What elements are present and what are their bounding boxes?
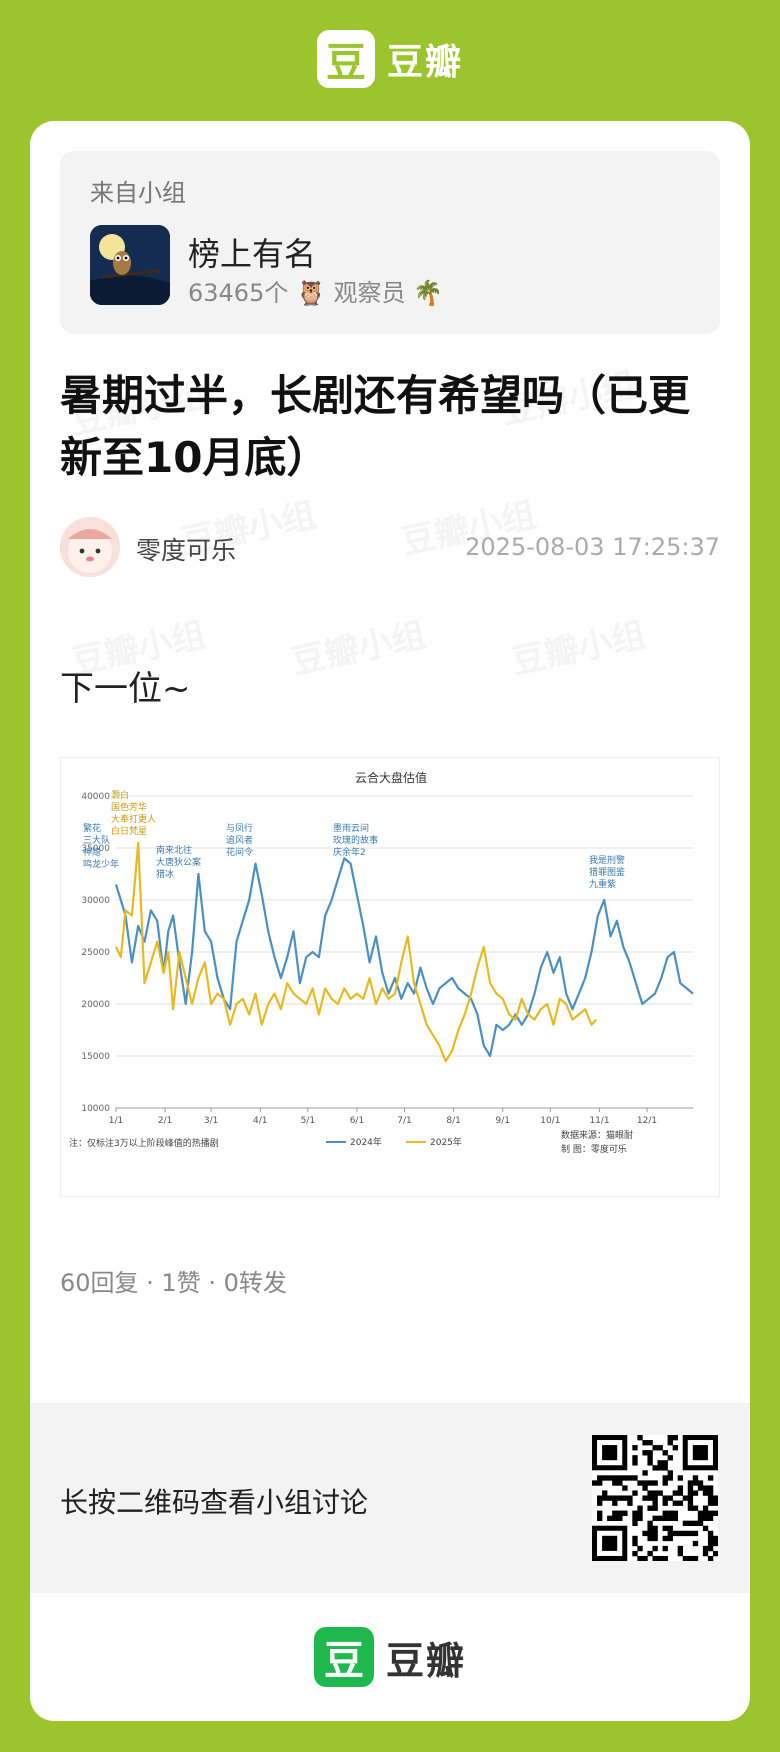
owl-icon: 🦉 bbox=[296, 279, 326, 307]
x-tick-label: 12/1 bbox=[637, 1116, 657, 1126]
x-tick-label: 1/1 bbox=[109, 1116, 123, 1126]
x-tick-label: 5/1 bbox=[301, 1116, 315, 1126]
qr-section: 长按二维码查看小组讨论 bbox=[30, 1403, 750, 1593]
author-name[interactable]: 零度可乐 bbox=[136, 536, 237, 565]
from-group-label: 来自小组 bbox=[90, 179, 186, 207]
chart-annotation: 玫瑰的故事 bbox=[333, 834, 378, 846]
y-tick-label: 35000 bbox=[81, 844, 110, 854]
y-tick-label: 10000 bbox=[81, 1104, 110, 1114]
watermark: 豆瓣小组 bbox=[506, 607, 649, 683]
legend-label: 2025年 bbox=[430, 1136, 462, 1148]
post-title: 暑期过半，长剧还有希望吗（已更新至10月底） bbox=[60, 371, 691, 482]
chart-annotation: 大奉打更人 bbox=[111, 813, 156, 825]
y-tick-label: 25000 bbox=[81, 948, 110, 958]
douban-logo-icon: 豆 bbox=[313, 1627, 374, 1687]
palm-tree-icon: 🌴 bbox=[413, 279, 444, 307]
y-tick-label: 30000 bbox=[81, 896, 110, 906]
qr-code[interactable] bbox=[592, 1435, 719, 1562]
chart-annotation: 我是刑警 bbox=[589, 854, 625, 866]
chart-annotation: 追风者 bbox=[226, 834, 253, 846]
douban-brand-name: 豆瓣 bbox=[386, 42, 463, 83]
douban-top-logo: 豆 豆瓣 bbox=[0, 30, 780, 88]
chart-annotation: 灏白 bbox=[111, 789, 129, 801]
chart-annotation: 繁花 bbox=[83, 822, 101, 834]
chart-annotation: 墨雨云间 bbox=[333, 822, 369, 834]
post-body: 下一位~ bbox=[60, 669, 191, 709]
chart-annotation: 国色芳华 bbox=[111, 801, 147, 813]
post-timestamp: 2025-08-03 17:25:37 bbox=[465, 533, 720, 561]
chart-annotation: 大唐狄公案 bbox=[156, 856, 201, 868]
x-tick-label: 9/1 bbox=[496, 1116, 510, 1126]
group-info-box[interactable]: 来自小组 榜上有名 63465个 🦉 观察员 🌴 bbox=[60, 151, 720, 334]
chart-annotation: 鸣龙少年 bbox=[83, 858, 119, 870]
x-tick-label: 6/1 bbox=[350, 1116, 364, 1126]
chart-annotation: 南来北往 bbox=[156, 844, 192, 856]
chart-annotation: 猎罪图鉴 bbox=[589, 866, 625, 878]
chart-annotation: 白日梵星 bbox=[111, 825, 147, 837]
legend-label: 2024年 bbox=[350, 1136, 382, 1148]
member-count: 63465个 bbox=[188, 279, 289, 307]
member-title: 观察员 bbox=[333, 279, 406, 307]
chart-annotation: 九重紫 bbox=[589, 878, 616, 890]
chart-annotation: 庆余年2 bbox=[333, 846, 366, 858]
x-tick-label: 11/1 bbox=[589, 1116, 609, 1126]
chart-annotation: 三大队 bbox=[83, 834, 110, 846]
x-tick-label: 7/1 bbox=[397, 1116, 411, 1126]
chart-annotation: 花间令 bbox=[226, 846, 253, 858]
chart-image: 云合大盘估值 10000 15000 20000 25000 30000 35000 4000… bbox=[60, 757, 720, 1197]
x-tick-label: 8/1 bbox=[446, 1116, 460, 1126]
share-card: 豆瓣小组 豆瓣小组 豆瓣小组 豆瓣小组 豆瓣小组 豆瓣小组 豆瓣小组 豆瓣小组 … bbox=[30, 121, 750, 1721]
y-tick-label: 15000 bbox=[81, 1052, 110, 1062]
post-stats: 60回复 · 1赞 · 0转发 bbox=[60, 1269, 287, 1297]
douban-bottom-logo: 豆 豆瓣 bbox=[30, 1627, 750, 1687]
chart-footnote: 注：仅标注3万以上阶段峰值的热播剧 bbox=[69, 1137, 219, 1149]
douban-logo-icon: 豆 bbox=[316, 30, 375, 88]
chart-annotation: 猎冰 bbox=[156, 868, 174, 880]
chart-annotation: 神隐 bbox=[83, 846, 101, 858]
y-tick-label: 20000 bbox=[81, 1000, 110, 1010]
douban-brand-name: 豆瓣 bbox=[385, 1638, 466, 1683]
chart-credit: 制 图：零度可乐 bbox=[561, 1143, 627, 1155]
group-name: 榜上有名 bbox=[188, 235, 317, 273]
x-tick-label: 4/1 bbox=[253, 1116, 267, 1126]
chart-title: 云合大盘估值 bbox=[355, 770, 427, 785]
series-line-2024 bbox=[114, 857, 694, 1058]
author-avatar[interactable] bbox=[60, 517, 120, 577]
chart-source: 数据来源：猫眼耐 bbox=[561, 1129, 633, 1141]
qr-label: 长按二维码查看小组讨论 bbox=[60, 1486, 369, 1519]
line-chart: 云合大盘估值 10000 15000 20000 25000 30000 35000 4000… bbox=[69, 770, 694, 1155]
group-avatar bbox=[90, 225, 170, 305]
x-tick-label: 2/1 bbox=[158, 1116, 172, 1126]
x-tick-label: 3/1 bbox=[204, 1116, 218, 1126]
watermark: 豆瓣小组 bbox=[286, 607, 429, 683]
x-tick-label: 10/1 bbox=[540, 1116, 560, 1126]
series-line-2025 bbox=[115, 841, 598, 1063]
y-tick-label: 40000 bbox=[81, 792, 110, 802]
group-meta: 63465个 🦉 观察员 🌴 bbox=[188, 273, 443, 308]
chart-annotation: 与凤行 bbox=[226, 822, 253, 834]
